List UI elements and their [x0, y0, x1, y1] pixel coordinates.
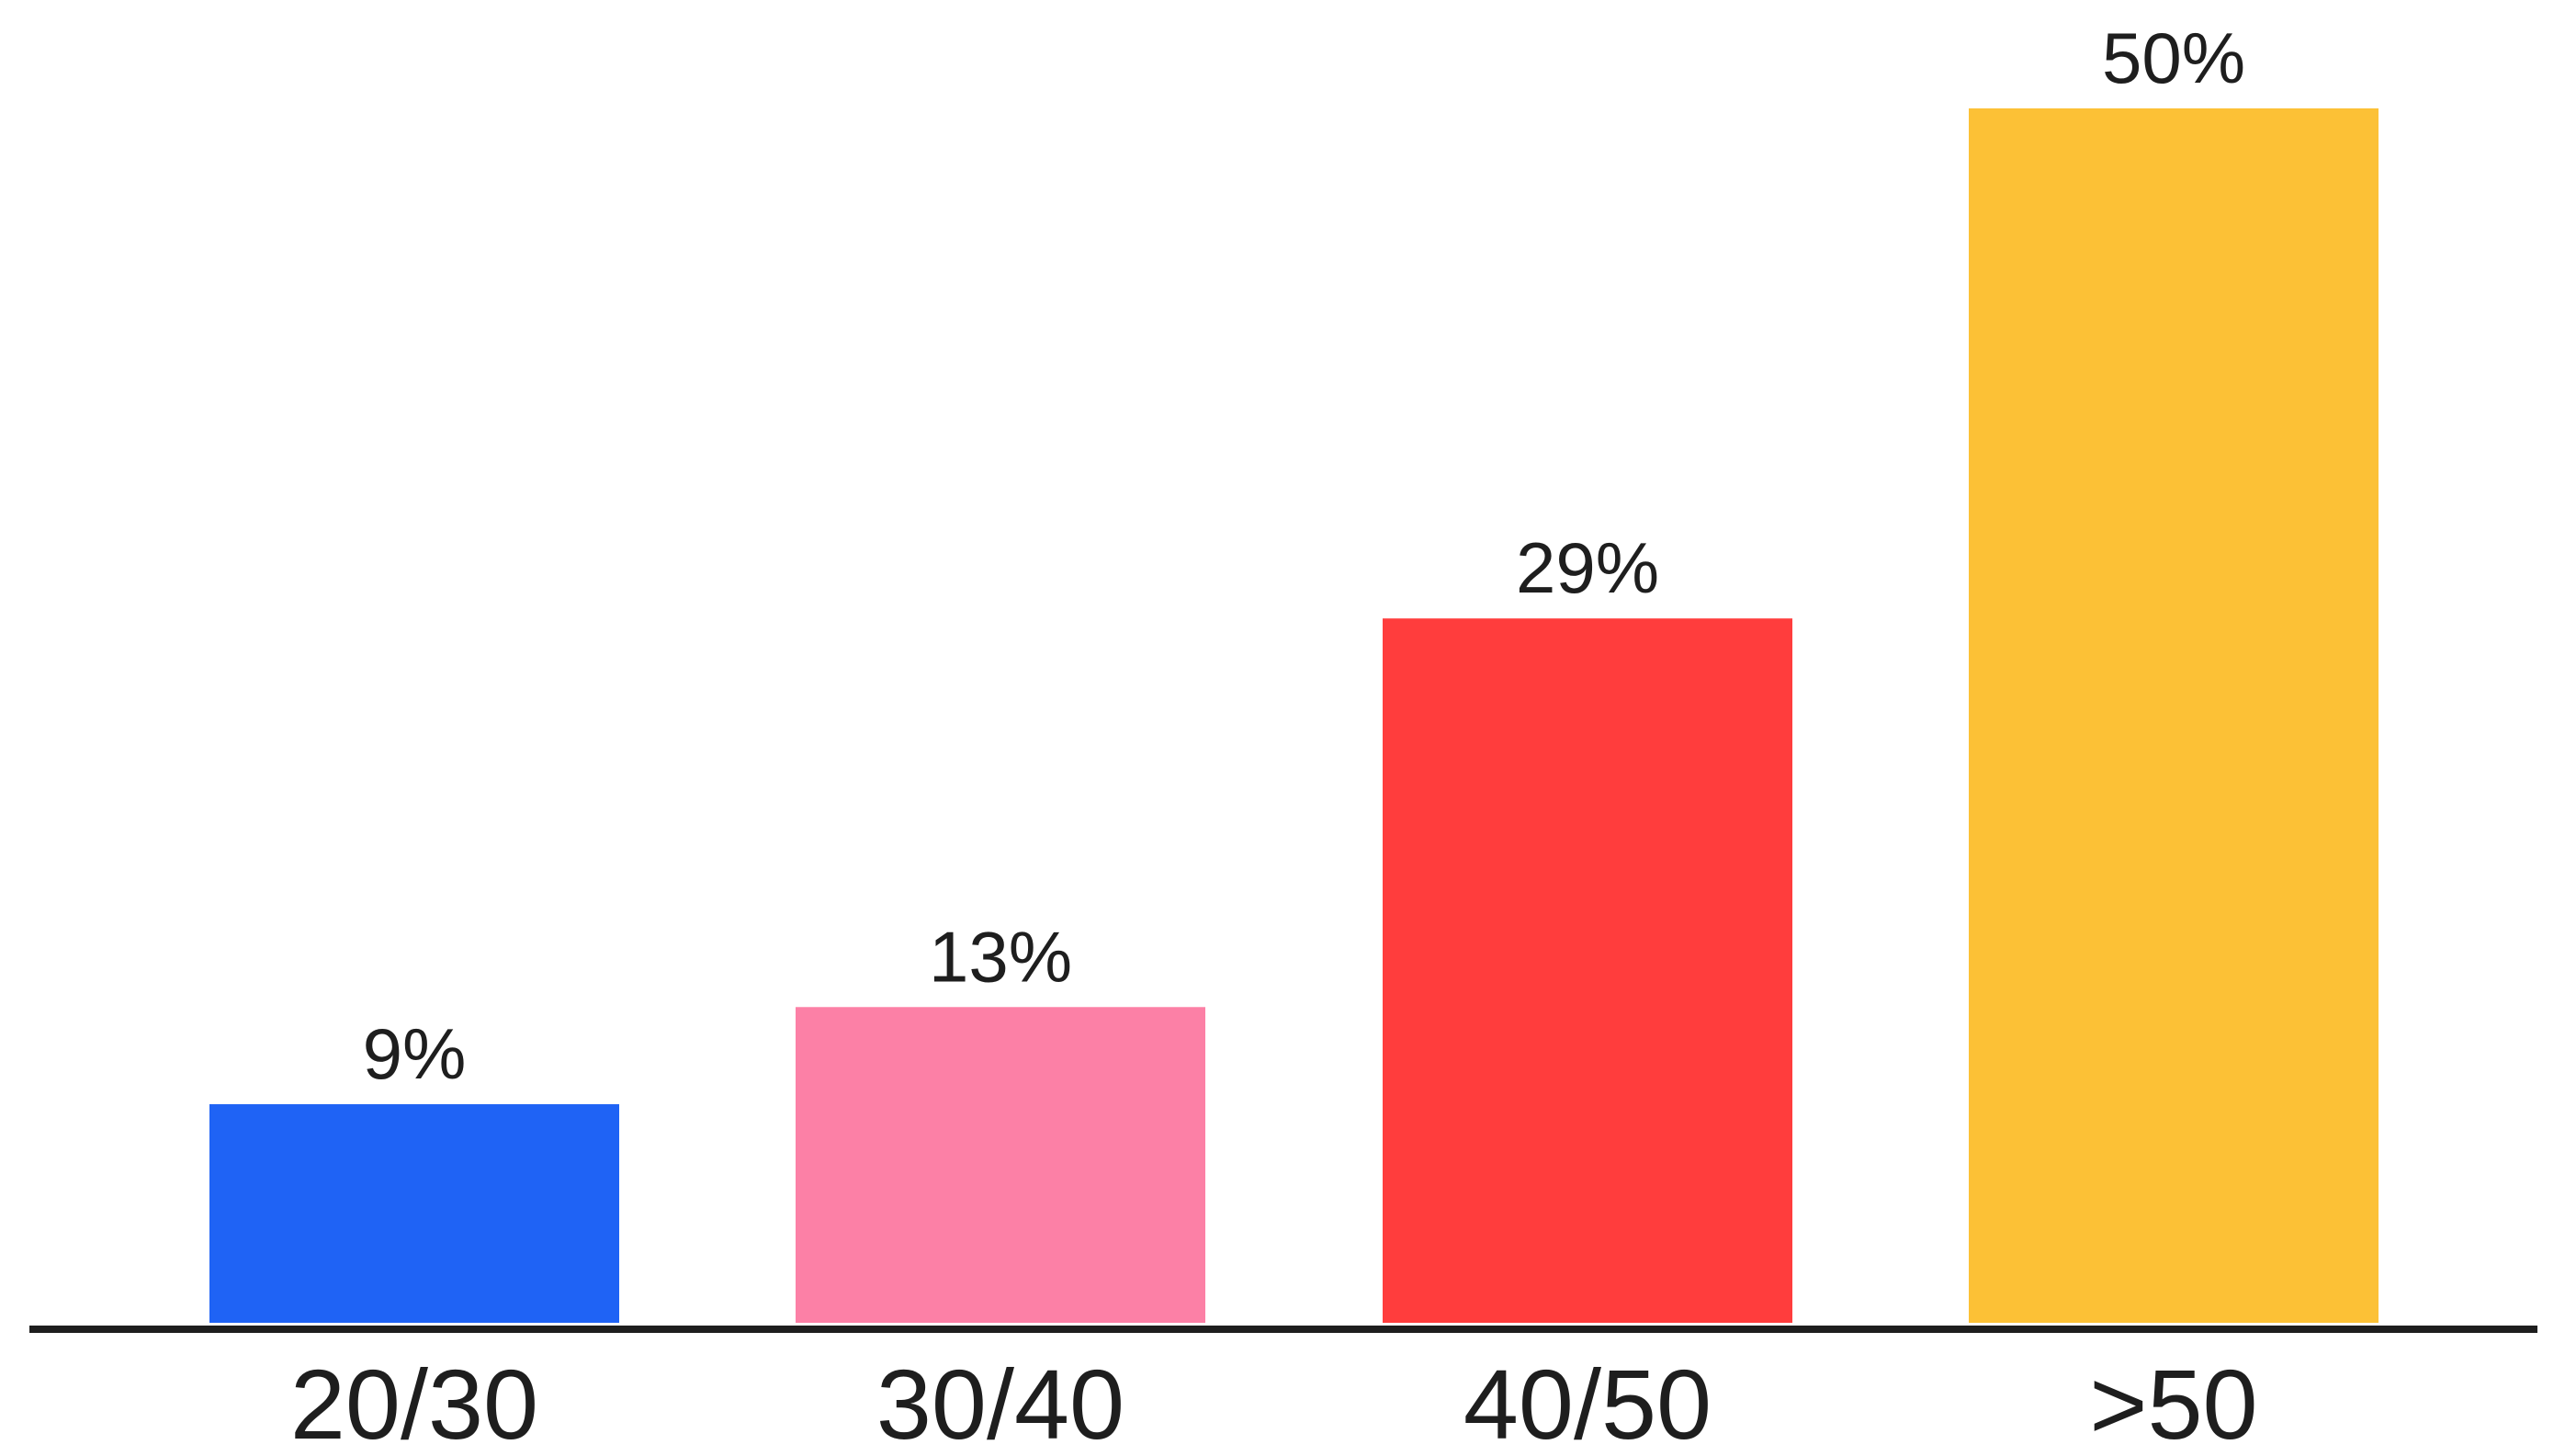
- bars-group: [209, 108, 2379, 1323]
- bar-value-label: 13%: [929, 916, 1072, 997]
- x-tick-label: 40/50: [1463, 1349, 1712, 1456]
- bar-value-label: 50%: [2102, 17, 2245, 98]
- bar-4: [1969, 108, 2379, 1323]
- x-tick-label: >50: [2089, 1349, 2257, 1456]
- value-labels-group: 9% 13% 29% 50%: [363, 17, 2245, 1094]
- x-tick-labels-group: 20/30 30/40 40/50 >50: [290, 1349, 2258, 1456]
- x-tick-label: 20/30: [290, 1349, 538, 1456]
- bar-value-label: 9%: [363, 1013, 467, 1094]
- bar-value-label: 29%: [1516, 527, 1659, 608]
- bar-3: [1383, 618, 1792, 1323]
- bar-1: [209, 1104, 619, 1323]
- x-tick-label: 30/40: [876, 1349, 1124, 1456]
- bar-2: [796, 1007, 1205, 1323]
